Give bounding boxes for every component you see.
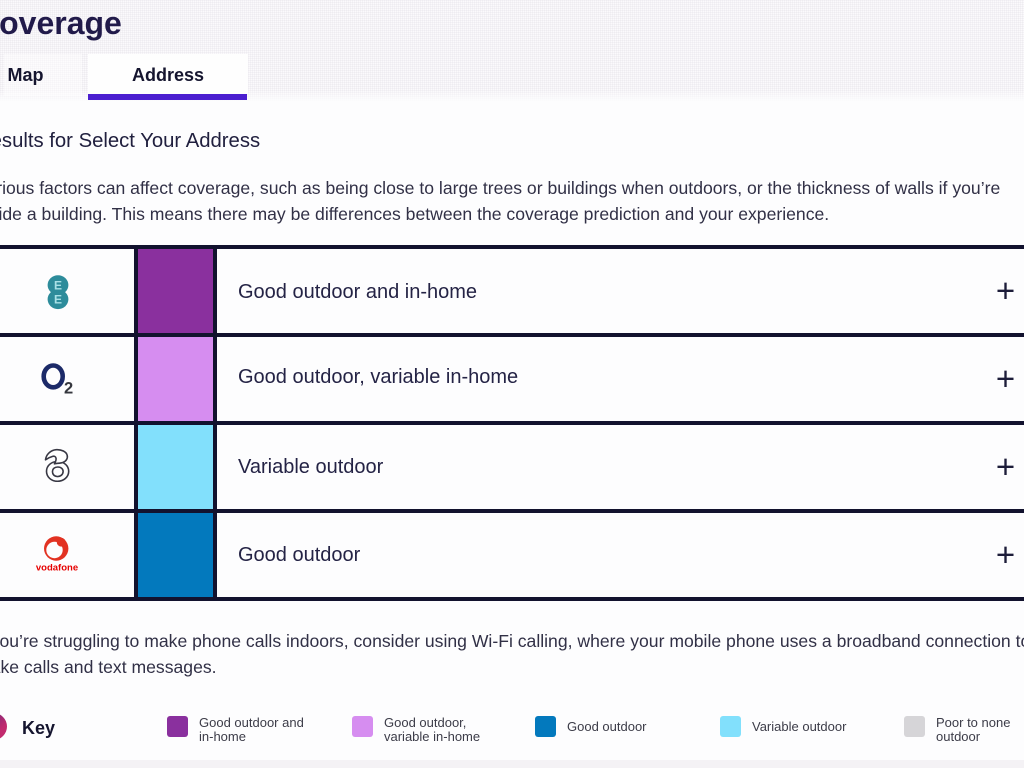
svg-text:2: 2	[64, 380, 73, 396]
svg-text:E: E	[54, 278, 62, 292]
svg-text:E: E	[54, 293, 62, 307]
svg-text:vodafone: vodafone	[36, 563, 78, 574]
